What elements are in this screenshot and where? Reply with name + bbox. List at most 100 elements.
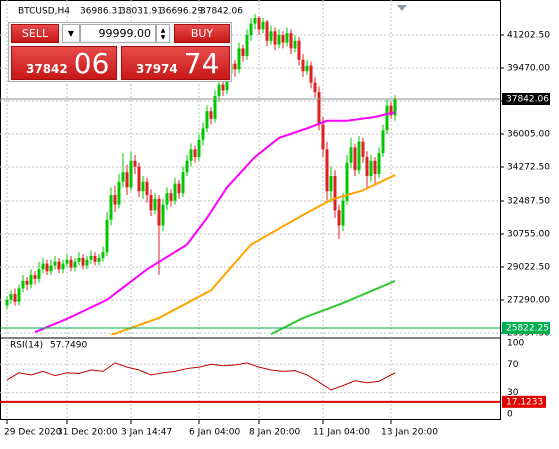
rsi-tick-label: 0 [507, 410, 513, 420]
candle-body [281, 35, 285, 43]
candle-body [237, 48, 241, 70]
rsi-tick-label: 100 [507, 339, 524, 349]
candle-body [297, 40, 301, 60]
candle-body [117, 181, 121, 205]
candle-body [101, 252, 105, 258]
moving-average [110, 174, 396, 335]
buy-price[interactable]: 37974 74 [121, 46, 230, 80]
candle-body [37, 269, 41, 279]
candle-body [213, 96, 217, 119]
rsi-title: RSI(14) [10, 341, 43, 351]
y-tick-label: 29022.50 [507, 263, 550, 273]
moving-average [34, 111, 396, 334]
plot-frame [0, 0, 501, 420]
candle-body [13, 294, 17, 302]
candle-body [393, 99, 397, 116]
candle-body [17, 288, 21, 302]
candle-body [109, 195, 113, 220]
sell-price[interactable]: 37842 06 [11, 46, 117, 80]
candle-body [265, 21, 269, 41]
candle-body [313, 82, 317, 93]
sell-button[interactable]: SELL [11, 24, 59, 43]
candle-body [165, 193, 169, 205]
bid-main: 37842 [26, 62, 68, 76]
y-tick-label: 32487.50 [507, 197, 550, 207]
candle-body [381, 130, 385, 154]
volume-spinner[interactable]: ▲ ▼ [156, 24, 170, 43]
candle-body [61, 263, 65, 270]
buy-button[interactable]: BUY [174, 24, 230, 43]
candle-body [73, 261, 77, 268]
x-tick-label: 8 Jan 20:00 [249, 428, 301, 438]
candle-body [333, 176, 337, 211]
candle-body [53, 261, 57, 266]
candle-body [317, 92, 321, 125]
ask-pips: 74 [183, 47, 220, 80]
candle-body [81, 257, 85, 266]
candle-body [185, 160, 189, 173]
y-tick-label: 30755.00 [507, 230, 550, 240]
x-tick-label: 29 Dec 2020 [4, 428, 62, 438]
candle-body [125, 172, 129, 188]
candle-body [49, 265, 53, 272]
candle-body [181, 172, 185, 194]
candle-body [249, 23, 253, 36]
y-tick-label: 39470.00 [507, 64, 550, 74]
candle-body [357, 141, 361, 171]
volume-input[interactable]: 99999.00 [80, 24, 156, 43]
candle-body [349, 147, 353, 163]
rsi-tick-label: 70 [507, 360, 519, 370]
moving-average [270, 280, 396, 335]
shift-marker [397, 5, 407, 11]
price-label-bg [502, 93, 550, 106]
x-tick-label: 13 Jan 20:00 [381, 428, 438, 438]
candle-body [97, 257, 101, 262]
candle-body [261, 21, 265, 30]
candle-body [33, 275, 37, 279]
candle-body [173, 183, 177, 201]
candle-body [329, 176, 333, 192]
candle-body [205, 111, 209, 129]
rsi-tick-label: 30 [507, 388, 519, 398]
candle-body [57, 261, 61, 270]
volume-dropdown[interactable]: ▼ [62, 24, 80, 43]
header-open: 36986.31 [80, 7, 123, 17]
candle-body [89, 256, 93, 260]
x-tick-label: 31 Dec 20:00 [57, 428, 118, 438]
header-close: 37842.06 [200, 7, 243, 17]
candle-body [69, 259, 73, 268]
candle-body [389, 105, 393, 116]
candle-body [361, 141, 365, 157]
rsi-level-label: 17.1233 [506, 397, 543, 407]
candle-body [245, 35, 249, 56]
candle-body [141, 181, 145, 192]
candle-body [253, 17, 257, 24]
x-tick-label: 3 Jan 14:47 [121, 428, 172, 438]
candle-body [285, 33, 289, 43]
candle-body [193, 149, 197, 157]
candle-body [41, 263, 45, 270]
candle-body [149, 195, 153, 211]
candle-body [129, 160, 133, 188]
bid-pips: 06 [73, 47, 110, 80]
y-tick-label: 36005.00 [507, 130, 550, 140]
candle-body [85, 259, 89, 266]
header-high: 38031.91 [120, 7, 163, 17]
candle-body [65, 259, 69, 264]
candle-body [369, 160, 373, 176]
candle-body [177, 183, 181, 194]
candle-body [157, 198, 161, 226]
candle-body [29, 275, 33, 285]
candle-body [377, 153, 381, 175]
candle-body [45, 263, 49, 272]
candle-body [257, 17, 261, 30]
x-tick-label: 6 Jan 04:00 [189, 428, 241, 438]
candle-body [273, 31, 277, 45]
candle-body [233, 63, 237, 70]
candle-body [197, 139, 201, 157]
candle-body [133, 160, 137, 167]
rsi-value: 57.7490 [50, 341, 87, 351]
candle-body [9, 294, 13, 300]
level-label: 25822.25 [506, 323, 549, 333]
